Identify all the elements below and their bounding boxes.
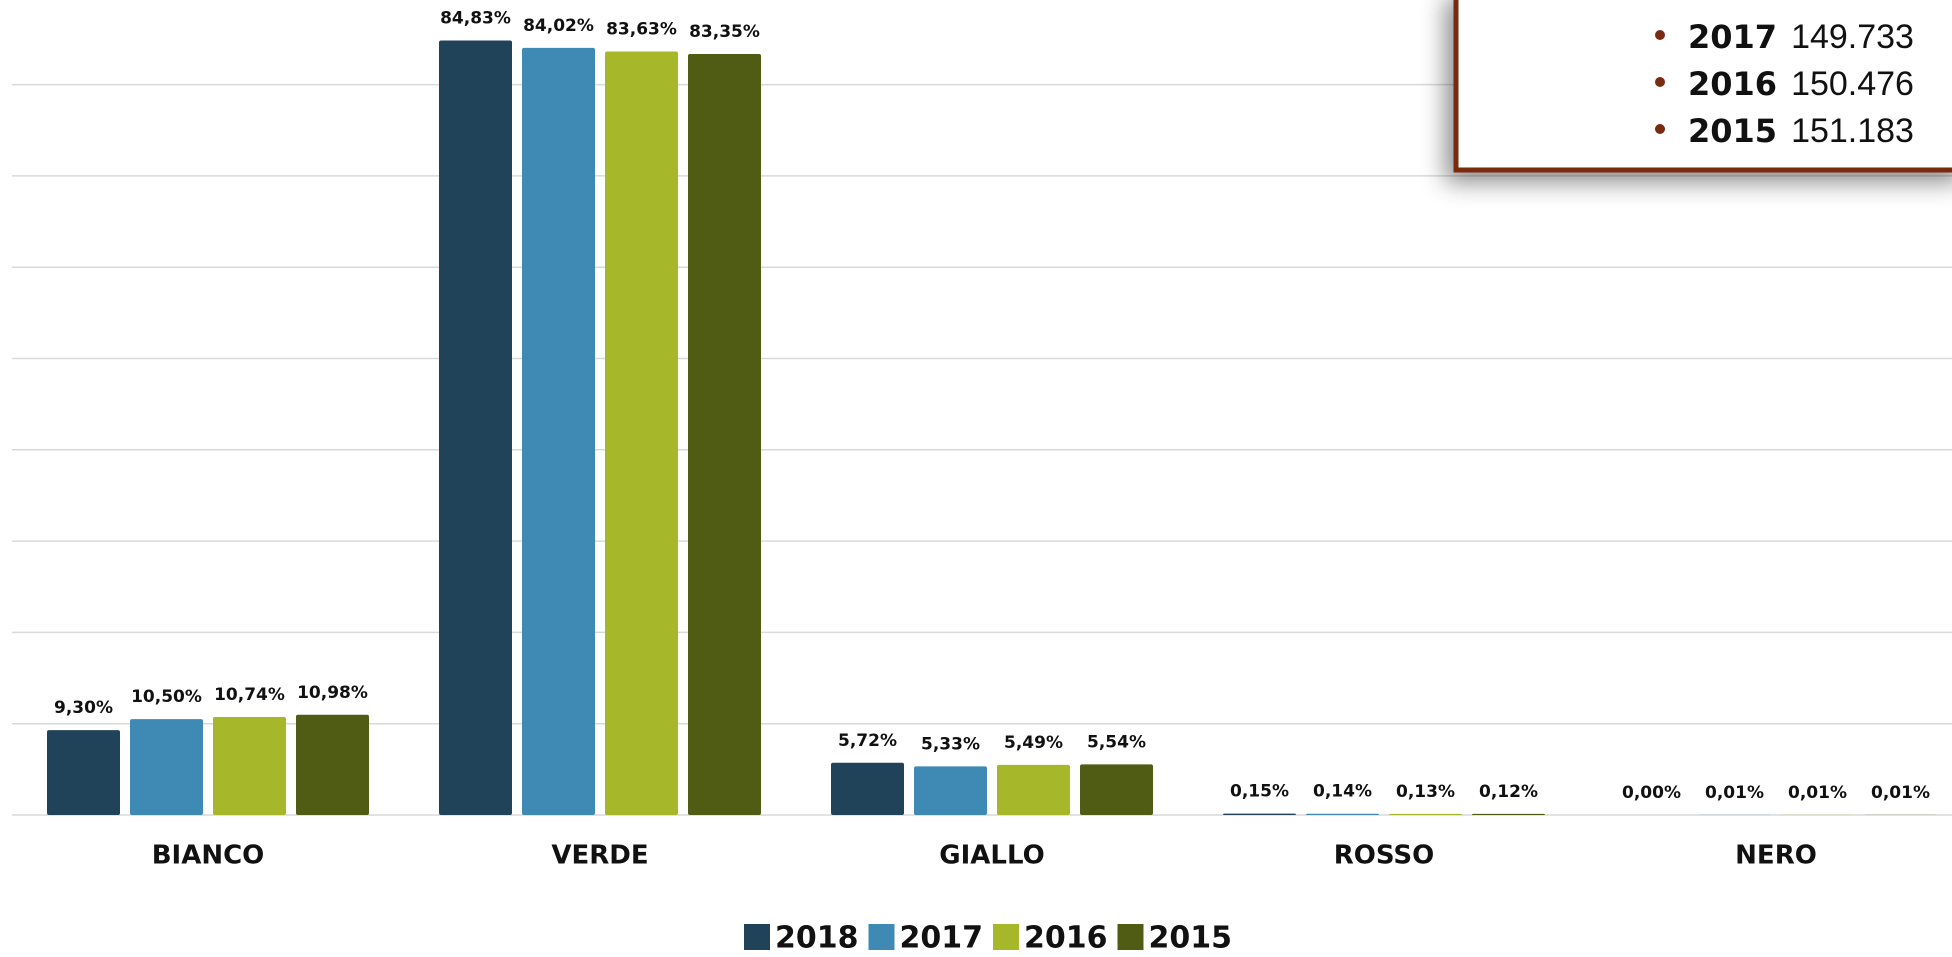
value-label: 5,49% (1004, 733, 1063, 753)
bar (688, 54, 761, 815)
bullet (1655, 77, 1665, 87)
value-label: 5,33% (921, 734, 980, 754)
value-label: 0,14% (1313, 782, 1372, 802)
legend-label: 2015 (1149, 921, 1233, 956)
value-label: 0,01% (1788, 783, 1847, 803)
bar (997, 764, 1070, 815)
legend-swatch (993, 924, 1019, 950)
inset-year: 2016 (1688, 65, 1777, 103)
bar (296, 714, 369, 815)
value-label: 83,35% (689, 22, 760, 42)
bar (1472, 813, 1545, 815)
x-tick-label: ROSSO (1334, 841, 1435, 871)
bar (1306, 813, 1379, 815)
bar (439, 40, 512, 816)
value-label: 83,63% (606, 19, 677, 39)
x-tick-label: NERO (1735, 841, 1817, 871)
x-tick-label: BIANCO (152, 841, 265, 871)
inset-value: 151.183 (1791, 112, 1914, 150)
value-label: 0,15% (1230, 782, 1289, 802)
bar (522, 47, 595, 815)
legend-label: 2018 (775, 921, 859, 956)
value-label: 0,01% (1705, 783, 1764, 803)
value-label: 0,01% (1871, 783, 1930, 803)
value-label: 10,74% (214, 685, 285, 705)
legend-label: 2016 (1024, 921, 1108, 956)
bar (213, 716, 286, 815)
value-label: 9,30% (54, 698, 113, 718)
value-label: 5,72% (838, 731, 897, 751)
bar (1080, 764, 1153, 815)
inset-frame (1453, 0, 1952, 173)
value-label: 10,50% (131, 687, 202, 707)
legend-swatch (868, 924, 895, 950)
value-label: 10,98% (297, 683, 368, 703)
legend-label: 2017 (900, 921, 984, 956)
inset-value: 149.733 (1791, 18, 1914, 56)
value-label: 84,83% (440, 9, 511, 29)
bar (1389, 813, 1462, 815)
value-label: 0,13% (1396, 782, 1455, 802)
inset-year: 2015 (1688, 112, 1777, 150)
legend-swatch (744, 924, 770, 950)
value-label: 84,02% (523, 16, 594, 36)
bar (1223, 813, 1296, 815)
bar (47, 730, 120, 815)
bar (130, 719, 203, 815)
bullet (1655, 30, 1665, 40)
bar (914, 766, 987, 815)
value-label: 5,54% (1087, 732, 1146, 752)
bar (831, 762, 904, 815)
value-label: 0,00% (1622, 783, 1681, 803)
value-label: 0,12% (1479, 782, 1538, 802)
bar (605, 51, 678, 815)
inset-box: 2017 149.733 2016 150.476 2015 151.183 (1453, 0, 1952, 173)
bullet (1655, 124, 1665, 134)
inset-value: 150.476 (1791, 65, 1914, 103)
legend: 2018 2017 2016 2015 (744, 921, 1232, 956)
x-tick-label: VERDE (551, 841, 648, 871)
inset-year: 2017 (1688, 18, 1777, 56)
plot-area: BIANCO 9,30% 10,50% 10,74% 10,98% VERDE 84,83%… (12, 9, 1952, 956)
x-tick-label: GIALLO (939, 841, 1044, 871)
legend-swatch (1117, 924, 1144, 950)
